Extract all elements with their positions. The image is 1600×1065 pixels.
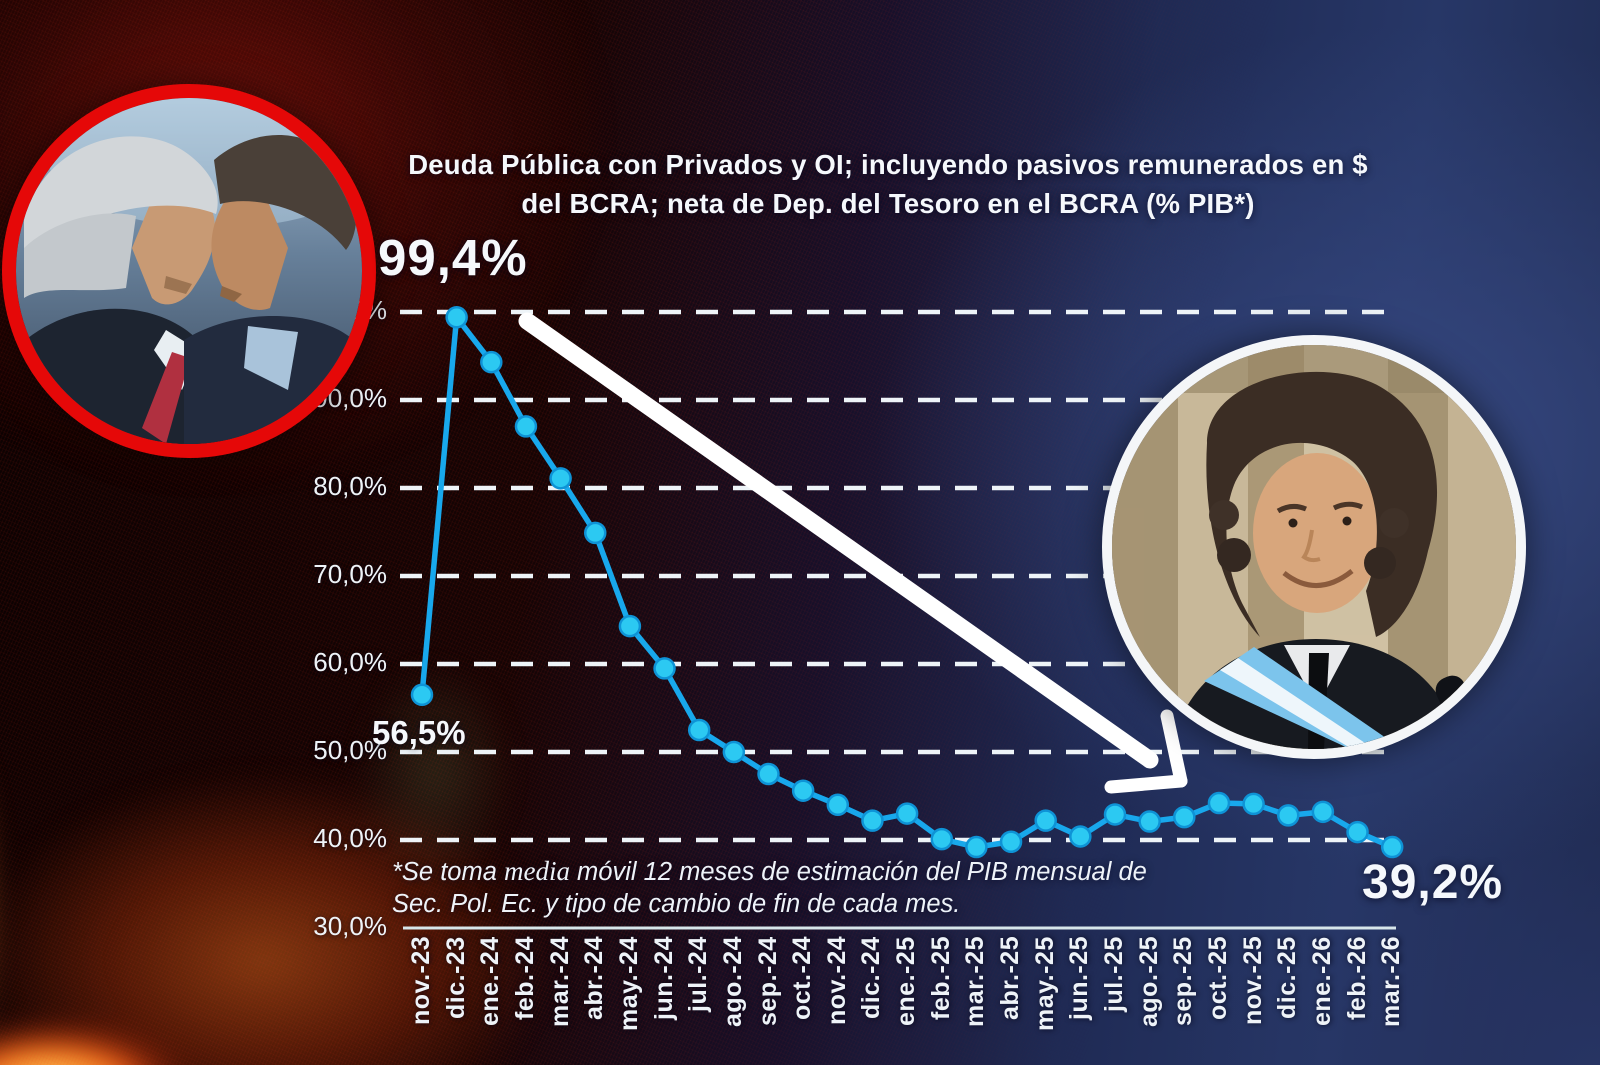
footnote-line2: Sec. Pol. Ec. y tipo de cambio de fin de…	[392, 890, 961, 919]
x-axis-label-ene24: ene.-24	[476, 936, 505, 1026]
x-axis-label-sep25: sep.-25	[1169, 936, 1198, 1026]
x-axis-label-jul25: jul.-25	[1100, 936, 1128, 1012]
end-value-label: 39,2%	[1362, 856, 1504, 909]
x-axis-label-jun25: jun.-25	[1065, 936, 1094, 1021]
data-point-mar24	[549, 467, 572, 490]
x-axis-label-ene25: ene.-25	[892, 936, 921, 1026]
data-point-nov23	[410, 683, 434, 707]
data-point-nov25	[1242, 792, 1265, 816]
x-axis-label-may25: may.-25	[1030, 936, 1059, 1031]
data-point-oct24	[791, 779, 815, 802]
fernandez-massa-illustration	[16, 98, 362, 444]
data-point-may24	[618, 614, 642, 638]
y-axis-label-50: 50,0%	[313, 735, 387, 765]
data-point-dic25	[1277, 804, 1300, 827]
data-point-jun25	[1069, 825, 1092, 848]
data-point-ene26	[1311, 800, 1335, 824]
y-axis-label-70: 70,0%	[313, 559, 387, 589]
data-point-mar26	[1380, 835, 1404, 859]
data-point-feb25	[930, 827, 953, 851]
x-axis-label-ago25: ago.-25	[1134, 936, 1163, 1028]
start-value-label: 56,5%	[372, 714, 466, 751]
data-point-ene25	[895, 802, 919, 825]
x-axis-label-nov25: nov.-25	[1238, 936, 1267, 1026]
y-axis-label-40: 40,0%	[313, 823, 387, 853]
footnote: *Se toma media móvil 12 meses de estimac…	[392, 854, 1147, 920]
data-point-feb26	[1346, 820, 1369, 844]
x-axis-label-abr24: abr.-24	[580, 936, 609, 1021]
presidential-sash	[1204, 647, 1402, 749]
data-point-jul24	[687, 718, 711, 742]
x-axis-label-oct24: oct.-24	[788, 936, 817, 1021]
data-point-mar25	[965, 835, 988, 859]
x-axis-label-mar24: mar.-24	[545, 936, 574, 1028]
x-axis-label-oct25: oct.-25	[1203, 936, 1232, 1021]
x-axis-label-abr25: abr.-25	[996, 936, 1025, 1021]
x-axis-label-dic23: dic.-23	[441, 936, 470, 1019]
x-axis-label-may24: may.-24	[614, 936, 643, 1031]
y-axis-label-60: 60,0%	[313, 647, 387, 677]
x-axis-label-feb24: feb.-24	[510, 936, 539, 1021]
milei-silhouette	[1170, 371, 1462, 749]
data-point-feb24	[514, 415, 538, 438]
trend-arrow	[518, 312, 1188, 794]
data-point-ago25	[1138, 810, 1161, 833]
data-point-abr24	[584, 521, 607, 545]
x-axis-label-jul24: jul.-24	[684, 936, 713, 1012]
footnote-emphasis: media	[503, 856, 570, 886]
debt-series	[410, 306, 1404, 859]
data-point-dic24	[861, 809, 884, 832]
milei-illustration	[1112, 345, 1516, 749]
milei-photo	[1102, 335, 1526, 759]
data-point-jun24	[653, 657, 676, 680]
data-point-oct25	[1207, 791, 1231, 815]
fire-texture	[0, 610, 550, 1065]
chart-title-line2: del BCRA; neta de Dep. del Tesoro en el …	[521, 187, 1255, 219]
x-axis-label-dic24: dic.-24	[857, 936, 886, 1019]
fernandez-massa-photo	[2, 84, 376, 458]
peak-value-label: 99,4%	[378, 229, 528, 286]
y-axis-label-30: 30,0%	[313, 911, 387, 941]
x-axis-label-nov23: nov.-23	[407, 936, 435, 1026]
x-axis-label-ago24: ago.-24	[718, 936, 747, 1028]
x-axis-label-feb25: feb.-25	[926, 936, 955, 1021]
x-axis-label-dic25: dic.-25	[1273, 936, 1302, 1019]
x-axis-label-sep24: sep.-24	[753, 936, 782, 1026]
x-axis-label-mar25: mar.-25	[961, 936, 990, 1028]
x-axis-label-ene26: ene.-26	[1307, 936, 1336, 1026]
x-axis-label-mar26: mar.-26	[1377, 936, 1406, 1028]
footnote-part2: móvil 12 meses de estimación del PIB men…	[569, 858, 1147, 886]
data-point-may25	[1034, 809, 1057, 832]
data-point-ago24	[722, 740, 746, 764]
data-point-abr25	[999, 830, 1023, 854]
x-axis-label-jun24: jun.-24	[649, 936, 678, 1021]
footnote-line1: *Se toma media móvil 12 meses de estimac…	[392, 854, 1147, 888]
data-point-nov24	[826, 793, 850, 817]
x-axis-label-nov24: nov.-24	[822, 936, 851, 1026]
data-point-dic23	[445, 306, 468, 329]
x-axis-label-feb26: feb.-26	[1342, 936, 1371, 1021]
data-point-ene24	[480, 350, 503, 374]
data-point-jul25	[1103, 803, 1127, 826]
chart-title-line1: Deuda Pública con Privados y OI; incluye…	[408, 149, 1368, 180]
chart-title: Deuda Pública con Privados y OI; incluye…	[408, 146, 1368, 223]
data-point-sep25	[1173, 805, 1196, 829]
y-axis-label-80: 80,0%	[313, 471, 387, 501]
footnote-part1: *Se toma	[392, 858, 504, 886]
data-point-sep24	[757, 762, 780, 786]
